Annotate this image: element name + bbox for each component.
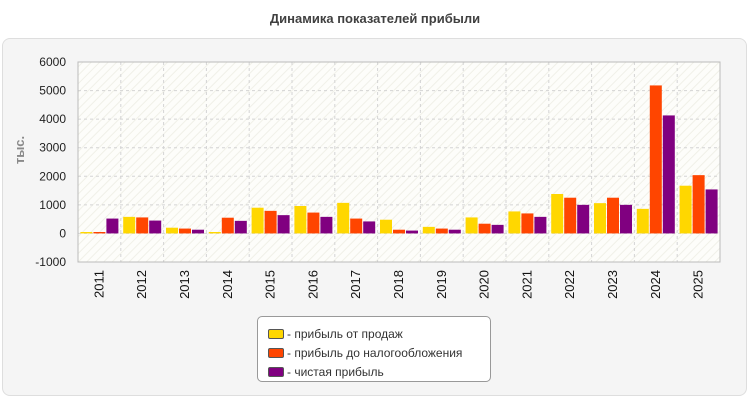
bar-1	[508, 211, 521, 234]
x-tick-label: 2014	[220, 270, 235, 299]
y-tick-label: 5000	[39, 84, 66, 98]
plot-border	[77, 61, 721, 263]
bar-3	[620, 204, 632, 234]
x-tick-label: 2019	[434, 270, 449, 299]
bar-3	[662, 115, 675, 234]
chart-legend: - прибыль от продаж - прибыль до налогооб…	[257, 316, 491, 382]
bar-2	[350, 218, 363, 234]
bar-3	[448, 229, 461, 234]
bar-3	[106, 218, 119, 234]
legend-label: - чистая прибыль	[287, 364, 384, 379]
bar-2	[221, 217, 234, 234]
bar-2	[393, 229, 405, 234]
bar-2	[307, 212, 320, 234]
y-tick-label: 1000	[39, 198, 66, 212]
y-axis-label: тыс.	[12, 136, 27, 164]
bar-1	[294, 206, 307, 234]
bar-2	[93, 232, 106, 234]
y-tick-label: -1000	[35, 255, 66, 269]
bar-3	[406, 230, 418, 234]
bar-1	[636, 208, 649, 234]
x-tick-label: 2021	[519, 270, 534, 299]
bar-2	[607, 197, 619, 234]
bar-2	[649, 85, 662, 234]
x-tick-label: 2017	[348, 270, 363, 299]
x-tick-label: 2013	[177, 270, 192, 299]
bar-1	[251, 207, 264, 234]
legend-item: - прибыль до налогообложения	[268, 343, 490, 362]
bar-2	[435, 228, 448, 234]
bar-1	[337, 202, 350, 234]
x-tick-label: 2023	[605, 270, 620, 299]
x-tick-label: 2015	[263, 270, 278, 299]
legend-label: - прибыль до налогообложения	[287, 345, 463, 360]
bar-2	[264, 210, 277, 234]
bar-1	[594, 203, 606, 234]
y-tick-label: 0	[59, 226, 66, 240]
y-tick-label: 3000	[39, 141, 66, 155]
bar-3	[491, 224, 504, 234]
bar-2	[478, 223, 491, 234]
bar-1	[166, 227, 178, 234]
bar-2	[179, 228, 191, 234]
bar-3	[705, 189, 718, 234]
bar-2	[521, 213, 534, 234]
bar-1	[422, 226, 435, 234]
bar-1	[551, 194, 564, 234]
x-tick-label: 2018	[391, 270, 406, 299]
bar-3	[234, 220, 247, 234]
bar-3	[277, 215, 290, 234]
bar-3	[192, 229, 204, 234]
bar-1	[123, 216, 136, 234]
chart-title: Динамика показателей прибыли	[269, 11, 481, 26]
bar-3	[534, 216, 547, 234]
legend-swatch	[268, 328, 284, 339]
bar-3	[363, 221, 376, 234]
legend-swatch	[268, 366, 284, 377]
y-tick-label: 4000	[39, 112, 66, 126]
x-tick-label: 2024	[648, 270, 663, 299]
bar-2	[692, 175, 705, 234]
legend-item: - чистая прибыль	[268, 362, 490, 381]
legend-item: - прибыль от продаж	[268, 324, 490, 343]
x-tick-label: 2020	[477, 270, 492, 299]
x-tick-label: 2025	[691, 270, 706, 299]
legend-swatch	[268, 347, 284, 358]
legend-label: - прибыль от продаж	[287, 326, 403, 341]
y-tick-label: 2000	[39, 169, 66, 183]
x-tick-label: 2016	[305, 270, 320, 299]
bar-3	[577, 204, 590, 234]
bar-1	[208, 232, 221, 234]
x-tick-label: 2012	[134, 270, 149, 299]
x-tick-label: 2011	[91, 270, 106, 298]
y-tick-label: 6000	[39, 55, 66, 69]
bar-1	[380, 219, 392, 234]
bar-1	[80, 232, 93, 234]
x-tick-label: 2022	[562, 270, 577, 299]
bar-2	[564, 197, 577, 234]
bar-1	[679, 185, 692, 234]
bar-2	[136, 217, 149, 234]
bar-3	[320, 216, 333, 234]
bar-3	[149, 220, 162, 234]
bar-1	[465, 217, 478, 234]
